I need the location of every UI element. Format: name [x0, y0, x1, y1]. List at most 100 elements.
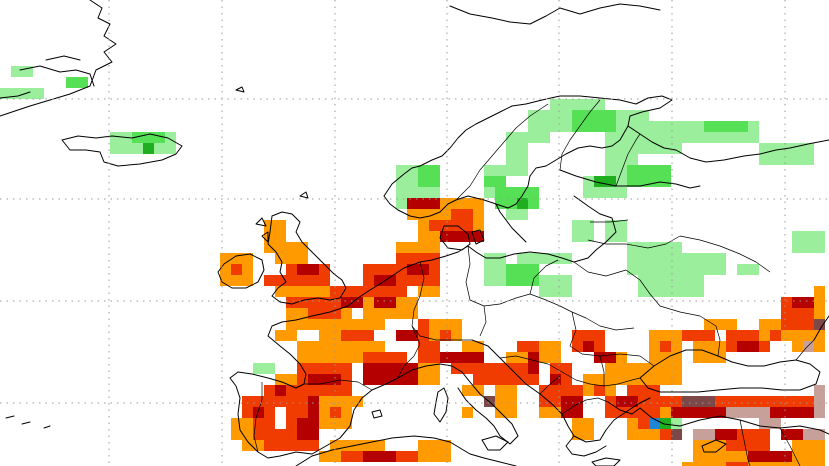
grid-cell-red-orange	[759, 429, 770, 440]
grid-cell-light-green	[561, 121, 572, 132]
grid-cell-dark-red	[748, 451, 759, 462]
grid-cell-orange	[429, 451, 440, 462]
grid-cell-red-orange	[330, 286, 341, 297]
grid-cell-light-green	[660, 275, 671, 286]
grid-cell-orange	[429, 363, 440, 374]
grid-cell-light-green	[671, 418, 682, 429]
grid-cell-orange	[814, 462, 825, 466]
grid-cell-orange	[704, 440, 715, 451]
grid-cell-orange	[649, 363, 660, 374]
grid-cell-light-green	[660, 253, 671, 264]
grid-cell-dark-red	[561, 396, 572, 407]
grid-cell-light-green	[693, 275, 704, 286]
grid-cell-dark-red	[792, 429, 803, 440]
grid-cell-light-green	[649, 264, 660, 275]
grid-cell-orange	[341, 319, 352, 330]
grid-cell-orange	[363, 341, 374, 352]
grid-cell-orange	[726, 451, 737, 462]
grid-cell-red-orange	[737, 330, 748, 341]
grid-cell-red-orange	[374, 352, 385, 363]
grid-cell-light-green	[792, 242, 803, 253]
grid-cell-dark-red	[528, 352, 539, 363]
grid-cell-dark-red	[297, 418, 308, 429]
grid-cell-orange	[462, 407, 473, 418]
grid-cell-light-green	[561, 110, 572, 121]
grid-cell-orange	[363, 308, 374, 319]
grid-cell-light-green	[550, 275, 561, 286]
grid-cell-dark-red	[627, 396, 638, 407]
grid-cell-light-green	[407, 176, 418, 187]
grid-cell-light-green	[671, 253, 682, 264]
grid-cell-orange	[473, 385, 484, 396]
grid-cell-red-orange	[341, 286, 352, 297]
grid-cell-orange	[220, 275, 231, 286]
grid-cell-medium-green	[572, 121, 583, 132]
grid-cell-dark-red	[781, 429, 792, 440]
grid-cell-dark-red	[308, 374, 319, 385]
grid-cell-red-orange	[286, 264, 297, 275]
grid-cell-light-green	[605, 165, 616, 176]
grid-cell-dark-red	[726, 429, 737, 440]
grid-cell-orange	[803, 440, 814, 451]
grid-cell-orange	[803, 330, 814, 341]
grid-cell-light-green	[396, 198, 407, 209]
grid-cell-orange	[440, 451, 451, 462]
grid-cell-light-green	[715, 132, 726, 143]
grid-cell-light-green	[253, 363, 264, 374]
grid-cell-light-green	[814, 231, 825, 242]
grid-cell-red-orange	[352, 330, 363, 341]
grid-cell-light-green	[572, 99, 583, 110]
grid-cell-red-orange	[264, 275, 275, 286]
grid-cell-light-green	[0, 88, 11, 99]
grid-cell-red-orange	[748, 330, 759, 341]
grid-cell-orange	[506, 396, 517, 407]
grid-cell-dark-green	[594, 176, 605, 187]
grid-cell-orange	[473, 220, 484, 231]
coastline-continental-west	[229, 245, 469, 459]
grid-cell-red-orange	[341, 374, 352, 385]
grid-cell-red-orange	[484, 363, 495, 374]
grid-cell-orange	[649, 341, 660, 352]
grid-cell-orange	[660, 363, 671, 374]
grid-cell-orange	[704, 319, 715, 330]
grid-cell-light-green	[495, 275, 506, 286]
grid-cell-dark-red	[363, 363, 374, 374]
grid-cell-red-orange	[297, 275, 308, 286]
grid-cell-light-green	[671, 286, 682, 297]
grid-cell-light-green	[264, 363, 275, 374]
grid-cell-light-green	[517, 154, 528, 165]
grid-cell-light-green	[671, 121, 682, 132]
grid-cell-dark-red	[352, 297, 363, 308]
grid-cell-medium-green	[583, 121, 594, 132]
grid-cell-red-orange	[748, 396, 759, 407]
grid-cell-red-orange	[803, 396, 814, 407]
grid-cell-dark-red	[561, 407, 572, 418]
grid-cell-dark-red	[704, 407, 715, 418]
grid-cell-medium-green	[528, 187, 539, 198]
grid-cell-light-green	[594, 99, 605, 110]
grid-cell-red-orange	[418, 352, 429, 363]
grid-cell-orange	[715, 440, 726, 451]
grid-cell-dark-red	[528, 363, 539, 374]
grid-cell-light-green	[737, 264, 748, 275]
grid-cell-dark-red	[572, 396, 583, 407]
grid-cell-light-green	[616, 187, 627, 198]
grid-cell-orange	[275, 374, 286, 385]
grid-cell-red-orange	[407, 451, 418, 462]
coastline-sweden-east	[495, 203, 527, 243]
grid-cell-orange	[330, 330, 341, 341]
grid-cell-light-green	[517, 209, 528, 220]
grid-cell-brown	[693, 396, 704, 407]
grid-cell-orange	[627, 374, 638, 385]
border-balkans	[499, 355, 641, 415]
grid-cell-medium-green	[737, 121, 748, 132]
grid-cell-orange	[352, 440, 363, 451]
grid-cell-light-green	[495, 264, 506, 275]
grid-cell-dark-red	[341, 297, 352, 308]
grid-cell-red-orange	[418, 330, 429, 341]
grid-cell-light-green	[803, 154, 814, 165]
grid-cell-light-green	[704, 264, 715, 275]
grid-cell-orange	[297, 352, 308, 363]
grid-cell-orange	[814, 341, 825, 352]
grid-cell-dark-red	[308, 264, 319, 275]
